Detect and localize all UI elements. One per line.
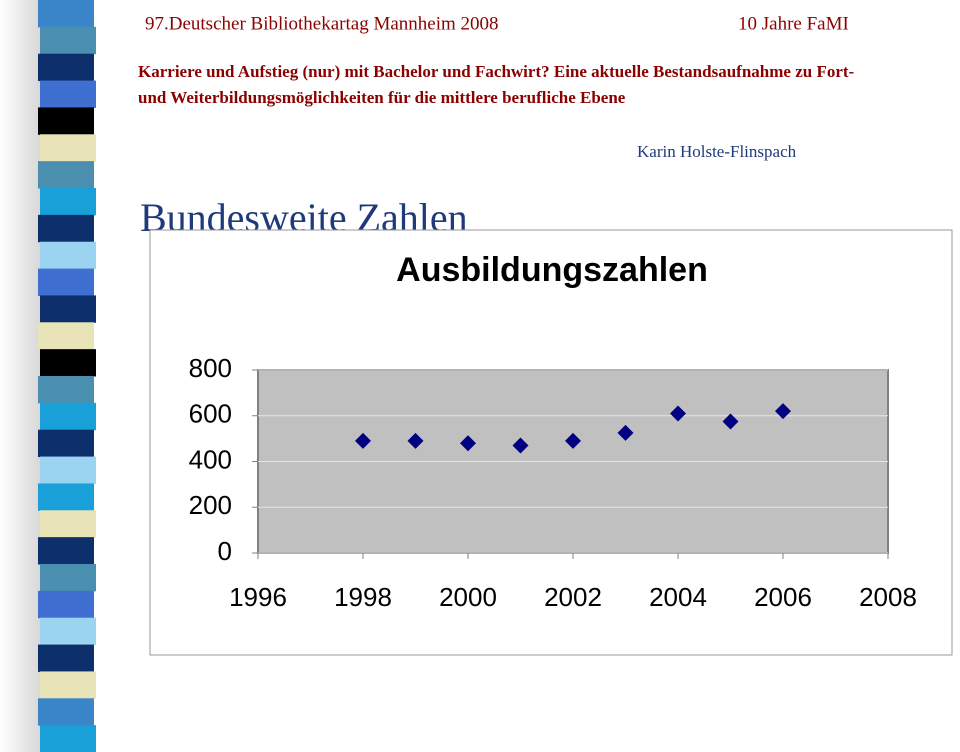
marker — [670, 405, 686, 422]
chart: 0 200 400 600 800 1996 1998 2000 2002 2004 2006 200… — [189, 353, 917, 612]
strip-block — [38, 483, 94, 511]
strip-block — [38, 644, 94, 672]
x-tick-label: 2008 — [859, 582, 917, 612]
strip-block — [40, 564, 96, 592]
decor-strip — [38, 0, 96, 752]
y-tick-label: 600 — [189, 399, 232, 429]
strip-block — [38, 429, 94, 458]
marker — [460, 435, 476, 452]
x-tick-label: 2004 — [649, 582, 707, 612]
strip-block — [40, 510, 96, 538]
strip-block — [40, 134, 96, 162]
strip-block — [38, 107, 94, 135]
marker — [512, 437, 529, 454]
strip-block — [40, 26, 96, 55]
strip-block — [40, 725, 96, 752]
strip-block — [40, 80, 96, 108]
strip-shadow — [0, 0, 40, 752]
strip-block — [40, 456, 96, 484]
marker — [775, 403, 791, 420]
subtitle: Karriere und Aufstieg (nur) mit Bachelor… — [138, 62, 855, 81]
strip-block — [40, 241, 96, 270]
subtitle: und Weiterbildungsmöglichkeiten für die … — [138, 88, 626, 107]
x-tick-label: 2002 — [544, 582, 602, 612]
marker — [565, 432, 581, 449]
chart-title: Ausbildungszahlen — [396, 251, 708, 289]
strip-block — [40, 671, 96, 699]
strip-block — [38, 322, 94, 350]
x-tick-label: 2000 — [439, 582, 497, 612]
strip-block — [38, 537, 94, 565]
marker — [722, 413, 739, 430]
strip-block — [38, 376, 94, 404]
strip-block — [38, 161, 94, 189]
strip-block — [38, 0, 94, 28]
event: 97.Deutscher Bibliothekartag Mannheim 20… — [145, 13, 499, 34]
strip-block — [38, 268, 94, 296]
x-tick-label: 1998 — [334, 582, 392, 612]
strip-block — [38, 214, 94, 243]
y-tick-label: 800 — [189, 353, 232, 383]
y-tick-label: 0 — [218, 536, 232, 566]
marker — [407, 432, 424, 449]
strip-block — [38, 590, 94, 619]
strip-block — [38, 53, 94, 82]
strip-block — [40, 402, 96, 431]
x-tick-label: 2006 — [754, 582, 812, 612]
author: Karin Holste-Flinspach — [637, 142, 797, 161]
y-tick-label: 400 — [189, 444, 232, 474]
marker — [617, 424, 634, 441]
y-tick-label: 200 — [189, 490, 232, 520]
strip-block — [40, 188, 96, 216]
strip-block — [40, 617, 96, 646]
x-tick-label: 1996 — [229, 582, 287, 612]
strip-block — [40, 295, 96, 323]
tag: 10 Jahre FaMI — [738, 13, 849, 34]
marker — [355, 432, 371, 449]
strip-block — [38, 698, 94, 726]
strip-block — [40, 349, 96, 377]
